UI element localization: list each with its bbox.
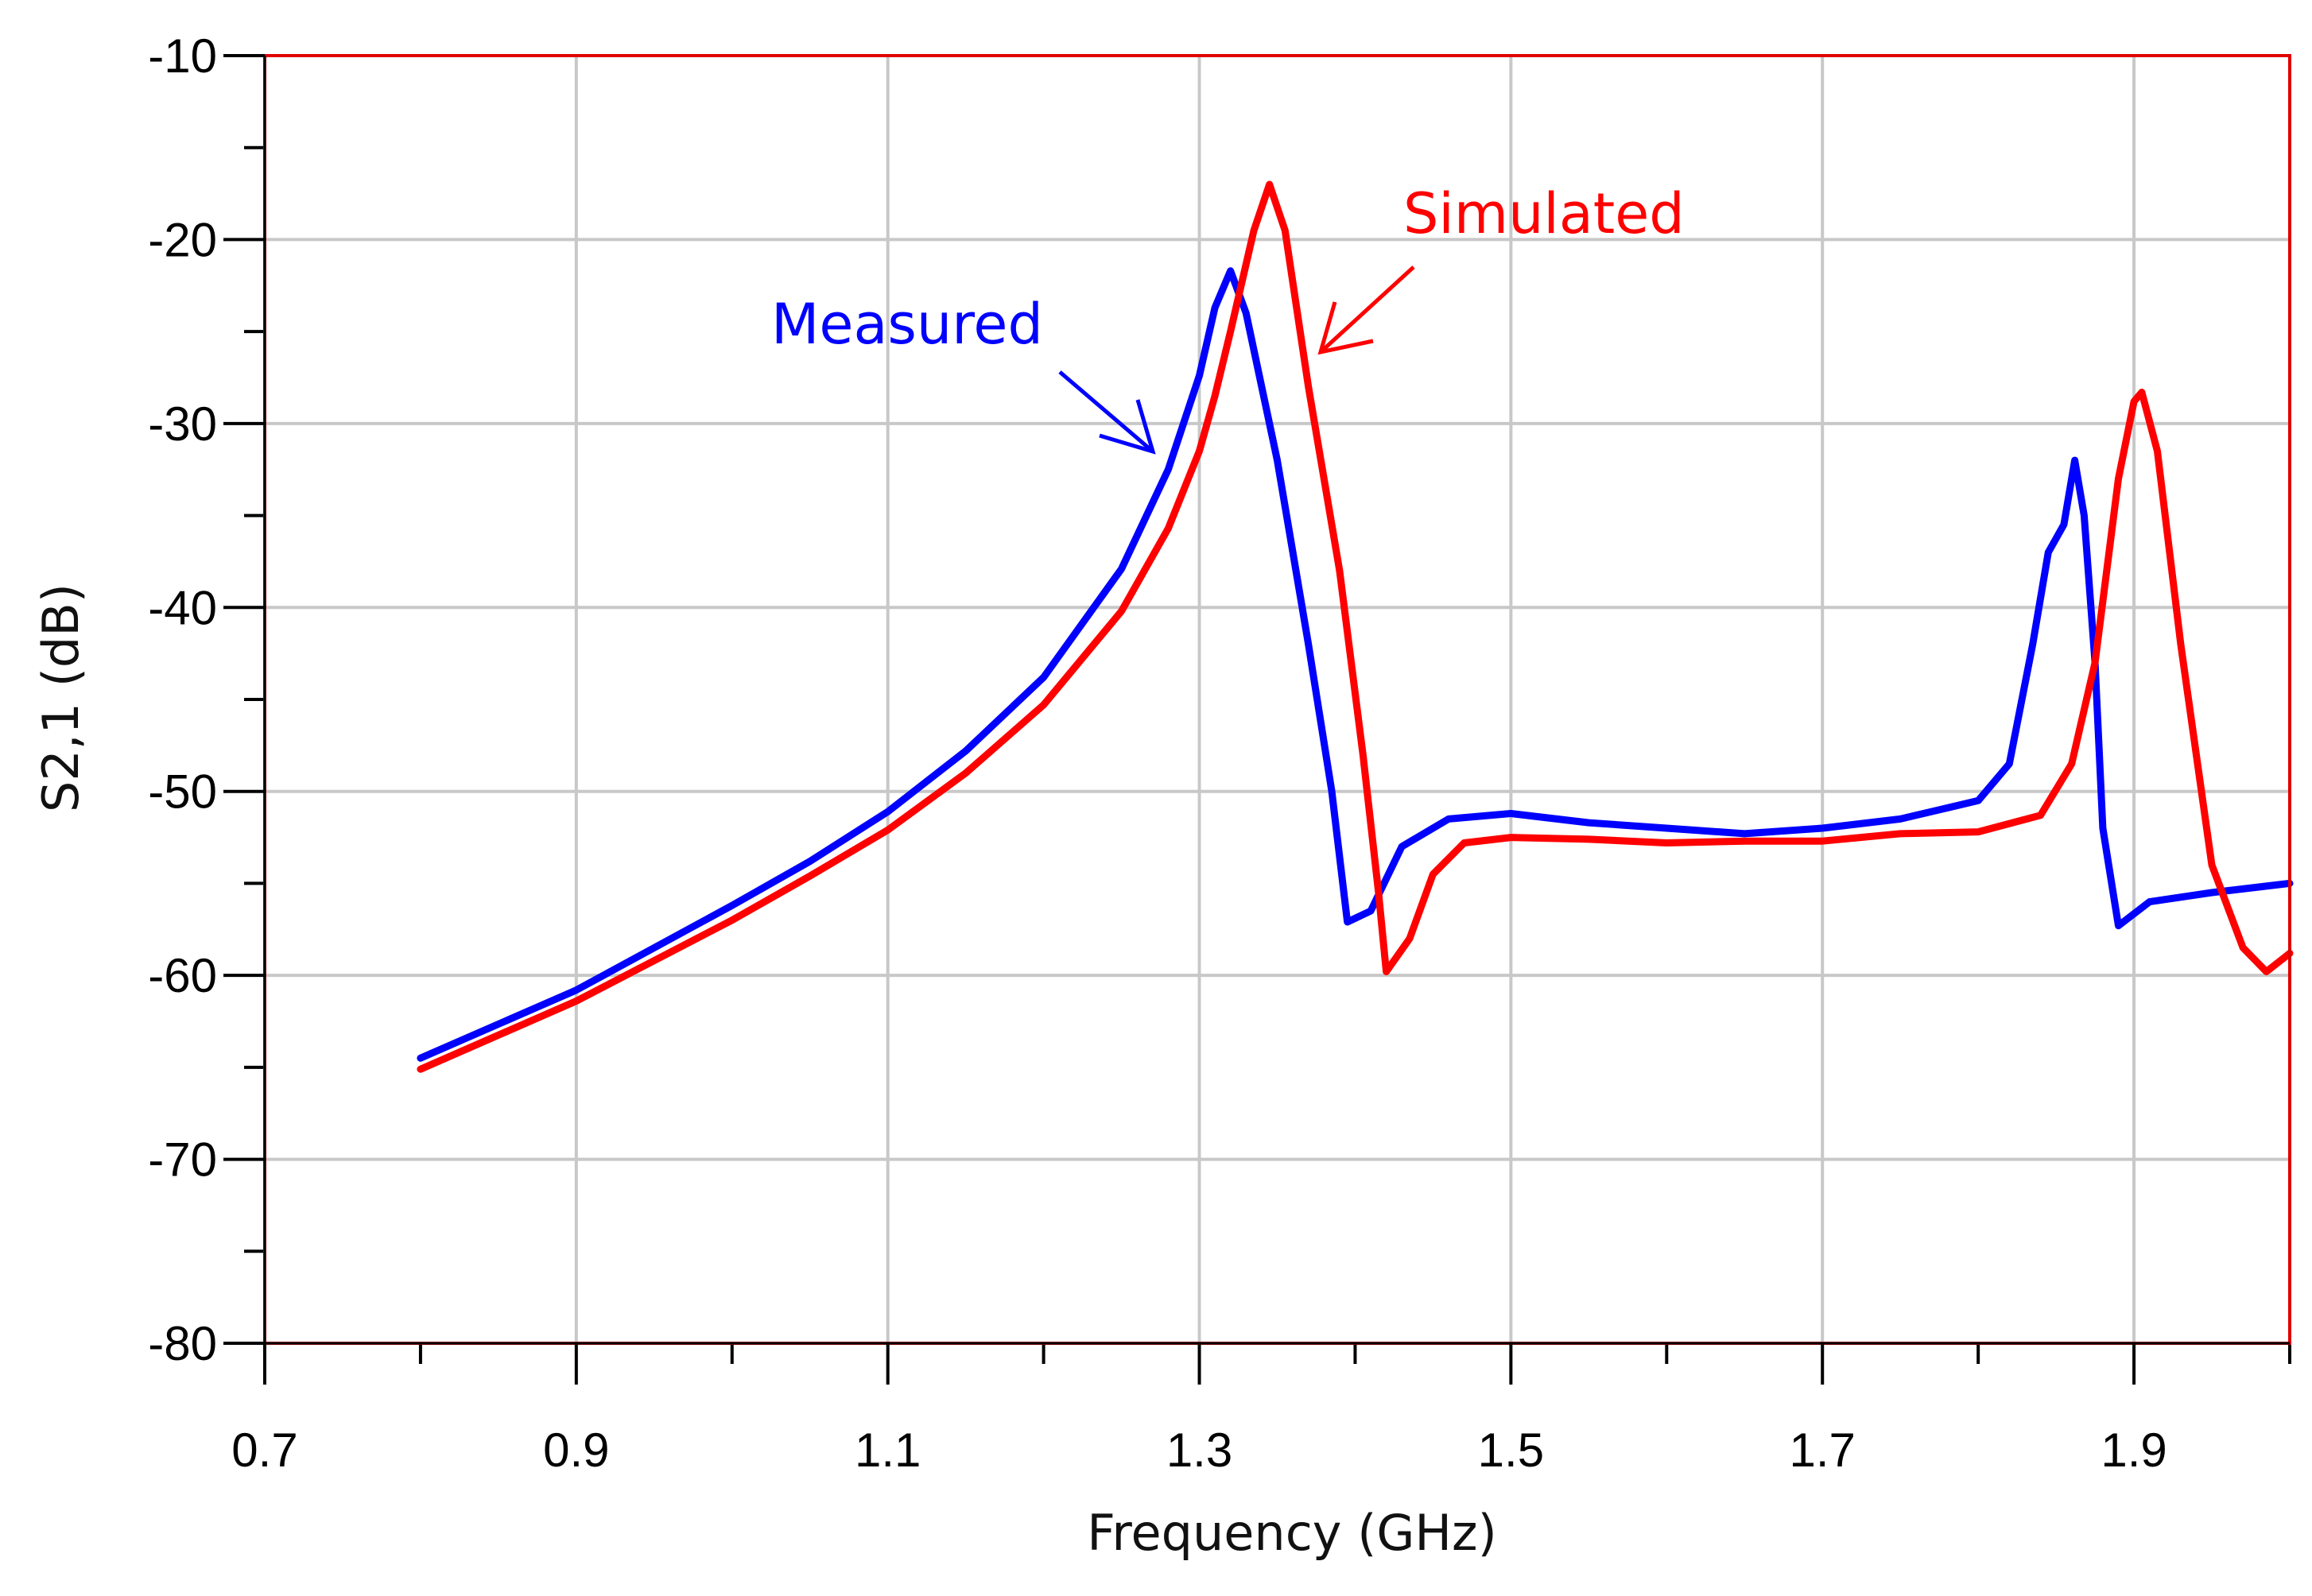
x-tick-label: 0.9: [543, 1424, 609, 1477]
x-tick-label: 1.7: [1790, 1424, 1856, 1477]
series-layer: [417, 180, 2294, 1073]
x-tick-label: 0.7: [231, 1424, 297, 1477]
y-tick-label: -70: [148, 1133, 217, 1187]
axes: [223, 54, 2136, 1385]
y-tick-label: -20: [148, 213, 217, 266]
measured-label: Measured: [771, 292, 1043, 357]
annotations: Measured Simulated: [771, 181, 1685, 455]
grid-lines: [265, 56, 2290, 1343]
plot-frame: [263, 54, 2291, 1345]
measured-arrow-line: [1058, 370, 1154, 453]
tick-labels: 0.7 0.9 1.1 1.3 1.5 1.7 1.9 -10 -20 -30 -40 -50 -60 -…: [148, 29, 2167, 1477]
measured-arrow-head: [1099, 399, 1156, 455]
x-tick-label: 1.9: [2101, 1424, 2167, 1477]
y-tick-label: -40: [148, 581, 217, 634]
series-measured-line: [417, 267, 2294, 1062]
x-axis-title: Frequency (GHz): [1087, 1504, 1497, 1562]
x-tick-label: 1.5: [1478, 1424, 1544, 1477]
x-tick-label: 1.3: [1166, 1424, 1232, 1477]
y-axis-title: S2,1 (dB): [32, 583, 90, 812]
series-simulated-line: [417, 180, 2294, 1073]
simulated-arrow-line: [1319, 265, 1415, 354]
y-tick-label: -10: [148, 29, 217, 83]
y-tick-label: -50: [148, 765, 217, 819]
y-tick-label: -80: [148, 1317, 217, 1370]
simulated-label: Simulated: [1403, 181, 1685, 246]
plot-border: [263, 54, 2291, 1345]
simulated-arrow-head: [1317, 301, 1374, 355]
minor-ticks: [244, 145, 2291, 1364]
y-tick-label: -30: [148, 397, 217, 451]
x-tick-label: 1.1: [855, 1424, 921, 1477]
y-tick-label: -60: [148, 949, 217, 1002]
